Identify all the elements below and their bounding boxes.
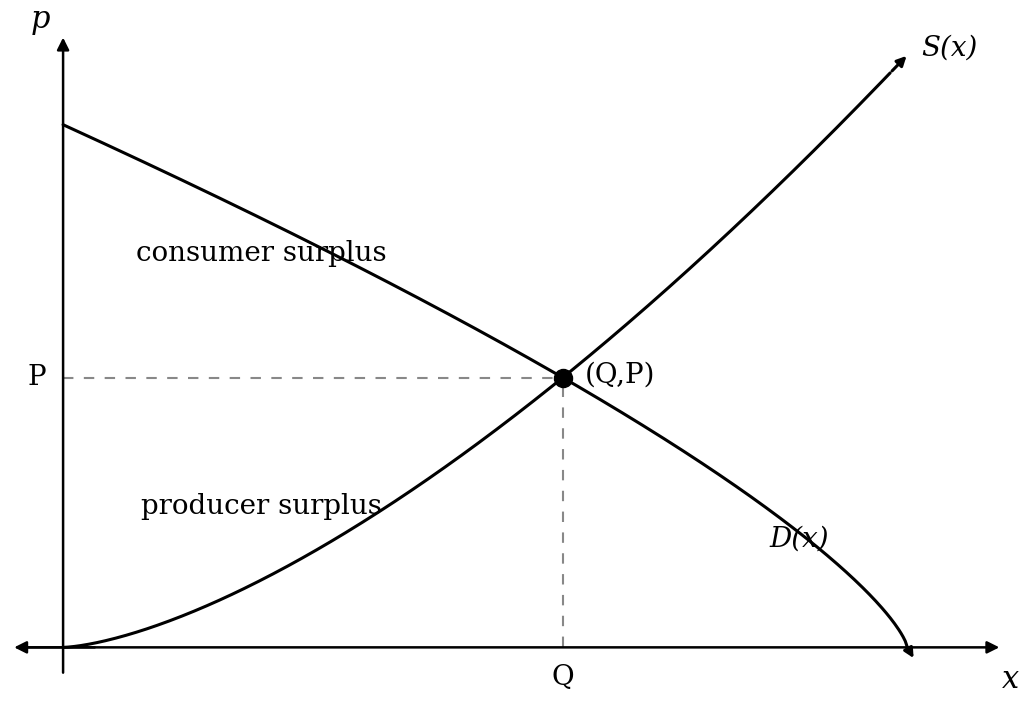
Text: x: x bbox=[1002, 664, 1019, 695]
Text: D(x): D(x) bbox=[769, 526, 829, 553]
Text: S(x): S(x) bbox=[922, 35, 978, 62]
Text: producer surplus: producer surplus bbox=[140, 494, 382, 520]
Text: (Q,P): (Q,P) bbox=[585, 362, 654, 388]
Text: Q: Q bbox=[552, 664, 574, 691]
Text: P: P bbox=[28, 364, 46, 391]
Text: consumer surplus: consumer surplus bbox=[136, 241, 386, 267]
Text: p: p bbox=[31, 4, 50, 35]
